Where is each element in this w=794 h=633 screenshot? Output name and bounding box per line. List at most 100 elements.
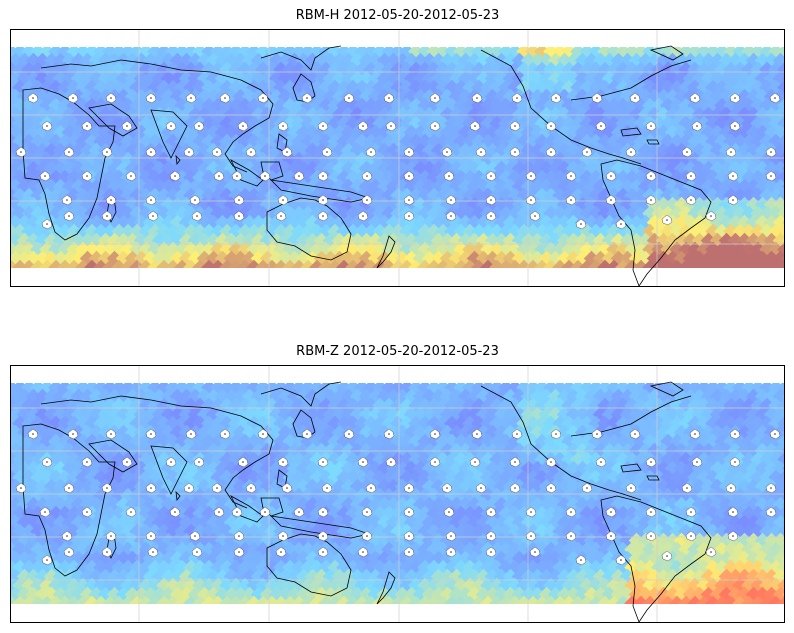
station-marker bbox=[233, 530, 245, 542]
station-marker bbox=[145, 146, 157, 158]
station-marker bbox=[81, 456, 93, 468]
station-marker bbox=[191, 210, 203, 222]
station-marker bbox=[509, 120, 521, 132]
station-marker bbox=[301, 92, 313, 104]
station-marker bbox=[61, 194, 73, 206]
station-marker bbox=[725, 482, 737, 494]
station-marker bbox=[645, 456, 657, 468]
station-marker bbox=[475, 482, 487, 494]
coastline bbox=[88, 103, 138, 137]
station-marker bbox=[183, 482, 195, 494]
station-marker bbox=[385, 456, 397, 468]
station-marker bbox=[529, 546, 541, 558]
station-marker bbox=[565, 170, 577, 182]
station-marker bbox=[317, 506, 329, 518]
station-marker bbox=[445, 210, 457, 222]
station-marker bbox=[645, 194, 657, 206]
station-marker bbox=[591, 92, 603, 104]
station-marker bbox=[357, 210, 369, 222]
station-marker bbox=[147, 210, 159, 222]
station-marker bbox=[529, 210, 541, 222]
station-marker bbox=[317, 120, 329, 132]
station-marker bbox=[61, 530, 73, 542]
station-marker bbox=[545, 456, 557, 468]
station-marker bbox=[185, 428, 197, 440]
station-marker bbox=[233, 194, 245, 206]
station-marker bbox=[729, 456, 741, 468]
station-marker bbox=[101, 146, 113, 158]
station-marker bbox=[185, 92, 197, 104]
station-marker bbox=[525, 194, 537, 206]
station-marker bbox=[685, 170, 697, 182]
graticule bbox=[11, 30, 784, 286]
station-marker bbox=[145, 428, 157, 440]
station-marker bbox=[189, 530, 201, 542]
station-marker bbox=[685, 530, 697, 542]
station-marker bbox=[525, 530, 537, 542]
station-marker bbox=[445, 530, 457, 542]
station-marker bbox=[169, 170, 181, 182]
station-layer bbox=[15, 428, 781, 566]
map-canvas-bottom bbox=[11, 366, 784, 622]
station-marker bbox=[105, 92, 117, 104]
coastline bbox=[260, 45, 342, 71]
station-marker bbox=[213, 170, 225, 182]
station-marker bbox=[629, 92, 641, 104]
station-marker bbox=[403, 482, 415, 494]
coastline bbox=[260, 497, 284, 517]
station-marker bbox=[231, 170, 243, 182]
station-marker bbox=[365, 482, 377, 494]
coastline bbox=[260, 381, 342, 407]
station-marker bbox=[511, 428, 523, 440]
station-marker bbox=[27, 92, 39, 104]
station-marker bbox=[727, 506, 739, 518]
station-marker bbox=[293, 170, 305, 182]
station-marker bbox=[275, 546, 287, 558]
station-marker bbox=[343, 428, 355, 440]
station-marker bbox=[595, 120, 607, 132]
data-field-layer bbox=[11, 43, 784, 276]
coastline bbox=[175, 490, 181, 502]
station-marker bbox=[769, 428, 781, 440]
station-marker bbox=[581, 482, 593, 494]
station-marker bbox=[429, 428, 441, 440]
station-marker bbox=[705, 546, 717, 558]
coastline bbox=[480, 385, 642, 501]
station-marker bbox=[41, 554, 53, 566]
station-marker bbox=[63, 210, 75, 222]
mask-bottom bbox=[11, 604, 784, 622]
station-marker bbox=[281, 482, 293, 494]
station-marker bbox=[101, 546, 113, 558]
station-marker bbox=[39, 170, 51, 182]
station-marker bbox=[211, 482, 223, 494]
mask-bottom bbox=[11, 268, 784, 286]
station-marker bbox=[125, 506, 137, 518]
station-marker bbox=[625, 146, 637, 158]
station-marker bbox=[383, 92, 395, 104]
station-marker bbox=[429, 456, 441, 468]
station-marker bbox=[105, 194, 117, 206]
station-marker bbox=[41, 456, 53, 468]
coastline bbox=[88, 439, 138, 473]
coastline bbox=[649, 381, 684, 397]
station-marker bbox=[357, 546, 369, 558]
station-marker bbox=[257, 92, 269, 104]
map-title-top: RBM-H 2012-05-20-2012-05-23 bbox=[295, 8, 500, 23]
station-marker bbox=[245, 482, 257, 494]
station-marker bbox=[705, 210, 717, 222]
station-marker bbox=[691, 456, 703, 468]
station-marker bbox=[361, 170, 373, 182]
mask-top bbox=[11, 366, 784, 383]
station-marker bbox=[237, 456, 249, 468]
station-marker bbox=[41, 120, 53, 132]
station-marker bbox=[727, 194, 739, 206]
station-marker bbox=[509, 146, 521, 158]
coastline bbox=[22, 87, 116, 241]
station-marker bbox=[27, 428, 39, 440]
map-panel-bottom bbox=[10, 365, 785, 623]
station-marker bbox=[727, 170, 739, 182]
coastline bbox=[480, 49, 642, 165]
station-marker bbox=[509, 482, 521, 494]
station-marker bbox=[605, 170, 617, 182]
station-marker bbox=[525, 170, 537, 182]
